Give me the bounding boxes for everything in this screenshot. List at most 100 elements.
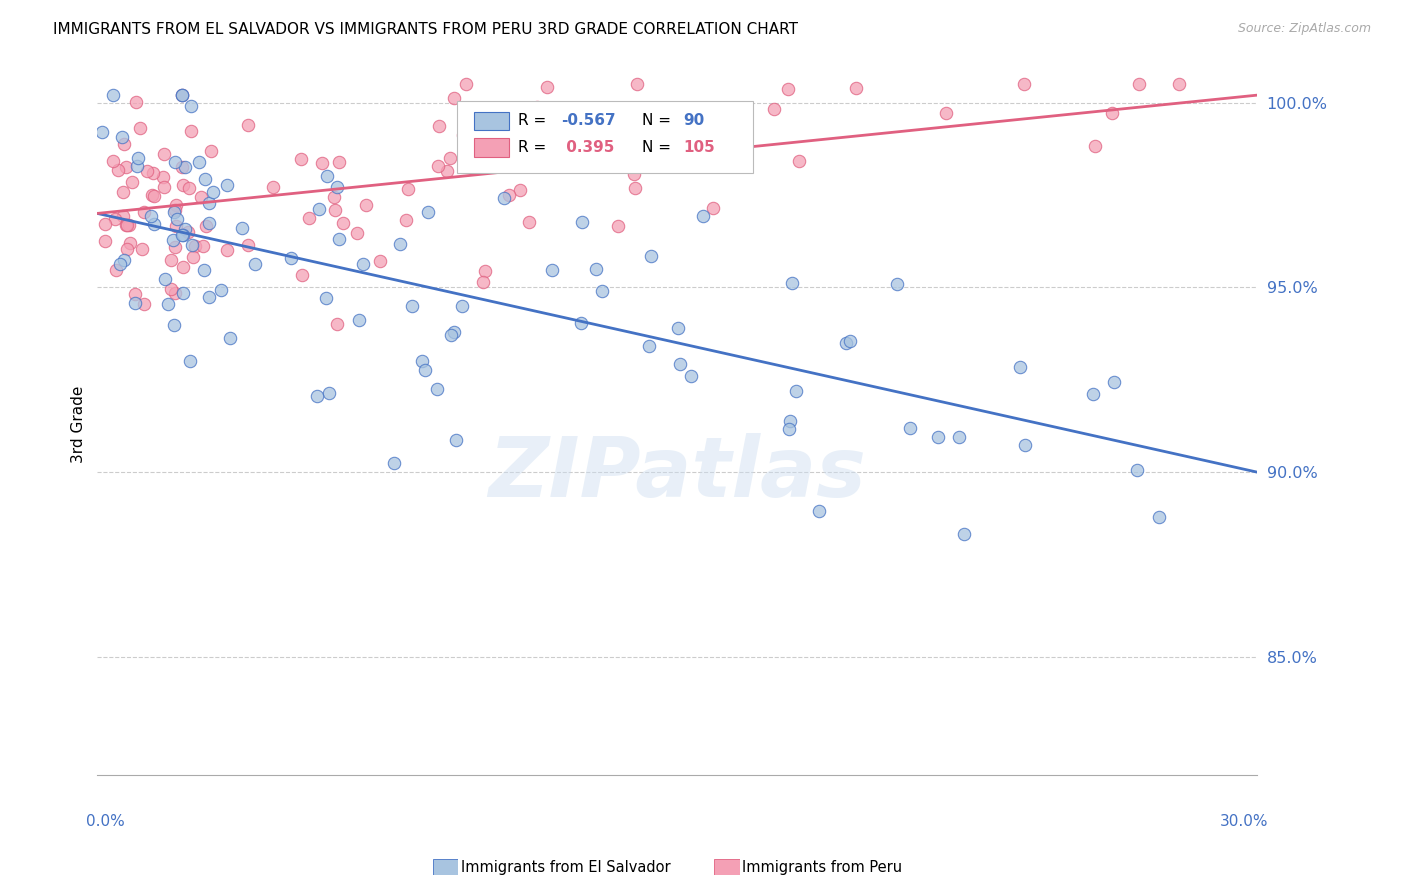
Point bbox=[1012, 77, 1035, 91]
Point bbox=[472, 129, 495, 144]
Point bbox=[776, 82, 799, 96]
Point bbox=[401, 299, 423, 313]
Point bbox=[153, 147, 176, 161]
Point bbox=[172, 160, 194, 174]
Point bbox=[669, 357, 692, 371]
Point bbox=[472, 275, 495, 289]
Point bbox=[1083, 387, 1105, 401]
Text: 30.0%: 30.0% bbox=[1220, 814, 1268, 829]
Point bbox=[453, 128, 475, 143]
Point bbox=[132, 205, 155, 219]
Point bbox=[626, 77, 648, 91]
Point bbox=[482, 140, 505, 154]
Y-axis label: 3rd Grade: 3rd Grade bbox=[72, 385, 86, 463]
Point bbox=[236, 118, 259, 132]
Point bbox=[218, 331, 240, 345]
FancyBboxPatch shape bbox=[457, 101, 752, 173]
Text: R =: R = bbox=[519, 140, 551, 155]
Point bbox=[454, 77, 477, 91]
Point bbox=[215, 178, 238, 193]
Point bbox=[290, 153, 312, 167]
Point bbox=[311, 156, 333, 170]
Point bbox=[112, 210, 135, 224]
Point bbox=[194, 171, 217, 186]
Point bbox=[673, 112, 696, 127]
Point bbox=[200, 144, 222, 158]
Point bbox=[291, 268, 314, 283]
Point bbox=[101, 153, 124, 168]
Point bbox=[115, 160, 138, 174]
Point bbox=[160, 253, 183, 268]
Point bbox=[1147, 510, 1170, 524]
Point bbox=[305, 389, 328, 403]
Text: 0.0%: 0.0% bbox=[86, 814, 125, 829]
Point bbox=[172, 228, 194, 243]
Point bbox=[198, 216, 221, 230]
Point bbox=[540, 262, 562, 277]
Text: IMMIGRANTS FROM EL SALVADOR VS IMMIGRANTS FROM PERU 3RD GRADE CORRELATION CHART: IMMIGRANTS FROM EL SALVADOR VS IMMIGRANT… bbox=[53, 22, 799, 37]
Point bbox=[346, 226, 368, 240]
Point bbox=[153, 180, 176, 194]
Point bbox=[262, 180, 284, 194]
Point bbox=[474, 263, 496, 277]
Point bbox=[471, 139, 494, 153]
Point bbox=[172, 178, 194, 192]
Point bbox=[426, 382, 449, 396]
Point bbox=[482, 153, 505, 168]
Point bbox=[165, 202, 187, 217]
Point bbox=[839, 334, 862, 348]
Point bbox=[165, 198, 187, 212]
Point bbox=[142, 189, 165, 203]
Point bbox=[125, 95, 148, 110]
Point bbox=[94, 217, 117, 231]
Point bbox=[91, 125, 114, 139]
Point bbox=[354, 197, 377, 211]
Point bbox=[692, 209, 714, 223]
Point bbox=[94, 235, 117, 249]
Point bbox=[935, 106, 957, 120]
Point bbox=[315, 169, 337, 183]
Point bbox=[231, 220, 253, 235]
Point bbox=[526, 99, 548, 113]
Point bbox=[347, 312, 370, 326]
Point bbox=[172, 87, 194, 102]
Point bbox=[1126, 463, 1149, 477]
Point bbox=[352, 257, 374, 271]
Text: Immigrants from El Salvador: Immigrants from El Salvador bbox=[461, 860, 671, 874]
Point bbox=[180, 98, 202, 112]
Point bbox=[624, 181, 647, 195]
Point bbox=[427, 119, 450, 133]
Point bbox=[115, 242, 138, 256]
Point bbox=[193, 238, 215, 252]
Point bbox=[174, 222, 197, 236]
Point bbox=[184, 239, 207, 253]
Point bbox=[332, 216, 354, 230]
Point bbox=[1101, 106, 1123, 120]
Point bbox=[368, 254, 391, 268]
Point bbox=[141, 188, 163, 202]
Point bbox=[440, 328, 463, 343]
Text: Source: ZipAtlas.com: Source: ZipAtlas.com bbox=[1237, 22, 1371, 36]
Point bbox=[198, 196, 221, 211]
Point bbox=[492, 191, 515, 205]
Point bbox=[127, 151, 149, 165]
Point bbox=[142, 217, 165, 231]
Point bbox=[163, 154, 186, 169]
Point bbox=[124, 296, 146, 310]
Point bbox=[763, 102, 786, 116]
Point bbox=[640, 249, 662, 263]
Point bbox=[450, 299, 472, 313]
Point bbox=[502, 105, 524, 120]
Text: 105: 105 bbox=[683, 140, 714, 155]
Point bbox=[124, 286, 146, 301]
Point bbox=[132, 296, 155, 310]
Point bbox=[172, 228, 194, 243]
Text: 90: 90 bbox=[683, 113, 704, 128]
Point bbox=[125, 159, 148, 173]
Point bbox=[1128, 77, 1150, 91]
Point bbox=[328, 155, 350, 169]
Text: R =: R = bbox=[519, 113, 551, 128]
Point bbox=[416, 204, 439, 219]
Point bbox=[181, 250, 204, 264]
Point bbox=[323, 190, 346, 204]
